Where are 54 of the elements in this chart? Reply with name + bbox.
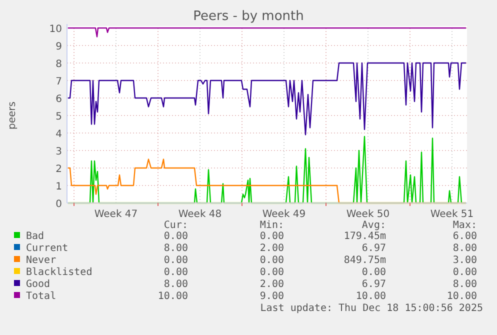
text: 6.97 bbox=[362, 243, 386, 254]
text: 0.00 bbox=[260, 267, 284, 278]
text: 9.00 bbox=[260, 291, 284, 302]
y-axis-title: peers bbox=[7, 102, 18, 130]
text: Last update: Thu Dec 18 15:00:56 2025 bbox=[260, 303, 483, 314]
text: 10.00 bbox=[356, 291, 386, 302]
text: 0.00 bbox=[164, 231, 188, 242]
text: 8.00 bbox=[164, 243, 188, 254]
legend-label: Never bbox=[26, 255, 56, 266]
y-tick-label: 4 bbox=[56, 129, 62, 140]
y-tick-label: 9 bbox=[56, 42, 62, 52]
text: 0.00 bbox=[362, 267, 386, 278]
text: 0.00 bbox=[260, 231, 284, 242]
text: 0.00 bbox=[260, 255, 284, 266]
text: 10.00 bbox=[446, 291, 477, 302]
text: 6.97 bbox=[362, 279, 386, 290]
y-tick-label: 5 bbox=[56, 112, 62, 122]
y-tick-label: 6 bbox=[56, 94, 62, 105]
y-tick-label: 7 bbox=[56, 76, 62, 88]
text: 2.00 bbox=[260, 279, 284, 290]
y-tick-label: 10 bbox=[49, 24, 62, 35]
y-tick-label: 0 bbox=[56, 199, 62, 210]
y-tick-label: 2 bbox=[56, 164, 62, 175]
y-tick-label: 3 bbox=[56, 146, 62, 158]
text: Cur: bbox=[164, 220, 188, 231]
text: 10.00 bbox=[158, 291, 188, 302]
text: Min: bbox=[260, 220, 284, 231]
chart-title: Peers - by month bbox=[193, 9, 304, 24]
text: 2.00 bbox=[260, 243, 284, 254]
x-tick-label: Week 47 bbox=[94, 209, 138, 220]
text: 6.00 bbox=[452, 231, 477, 242]
y-tick-label: 1 bbox=[56, 182, 62, 192]
x-tick-label: Week 51 bbox=[430, 209, 474, 220]
x-tick-label: Week 50 bbox=[346, 209, 390, 220]
text: 849.75m bbox=[344, 255, 386, 266]
y-tick-label: 8 bbox=[56, 59, 62, 70]
text: Avg: bbox=[362, 220, 386, 231]
text: 8.00 bbox=[164, 279, 188, 290]
x-tick-label: Week 48 bbox=[178, 209, 222, 220]
text: Max: bbox=[452, 220, 477, 231]
x-tick-label: Week 49 bbox=[262, 209, 306, 220]
legend-label: Bad bbox=[26, 231, 44, 242]
text: 179.45m bbox=[344, 231, 386, 242]
text: 0.00 bbox=[164, 267, 188, 278]
text: 0.00 bbox=[164, 255, 188, 266]
text: 8.00 bbox=[452, 243, 477, 254]
legend-label: Good bbox=[26, 279, 50, 290]
legend-label: Blacklisted bbox=[26, 267, 92, 278]
text: 0.00 bbox=[452, 267, 477, 278]
legend-label: Total bbox=[26, 291, 56, 302]
line-series bbox=[67, 62, 467, 136]
text: 3.00 bbox=[452, 255, 477, 266]
legend-label: Current bbox=[26, 243, 68, 254]
text: 8.00 bbox=[452, 279, 477, 290]
